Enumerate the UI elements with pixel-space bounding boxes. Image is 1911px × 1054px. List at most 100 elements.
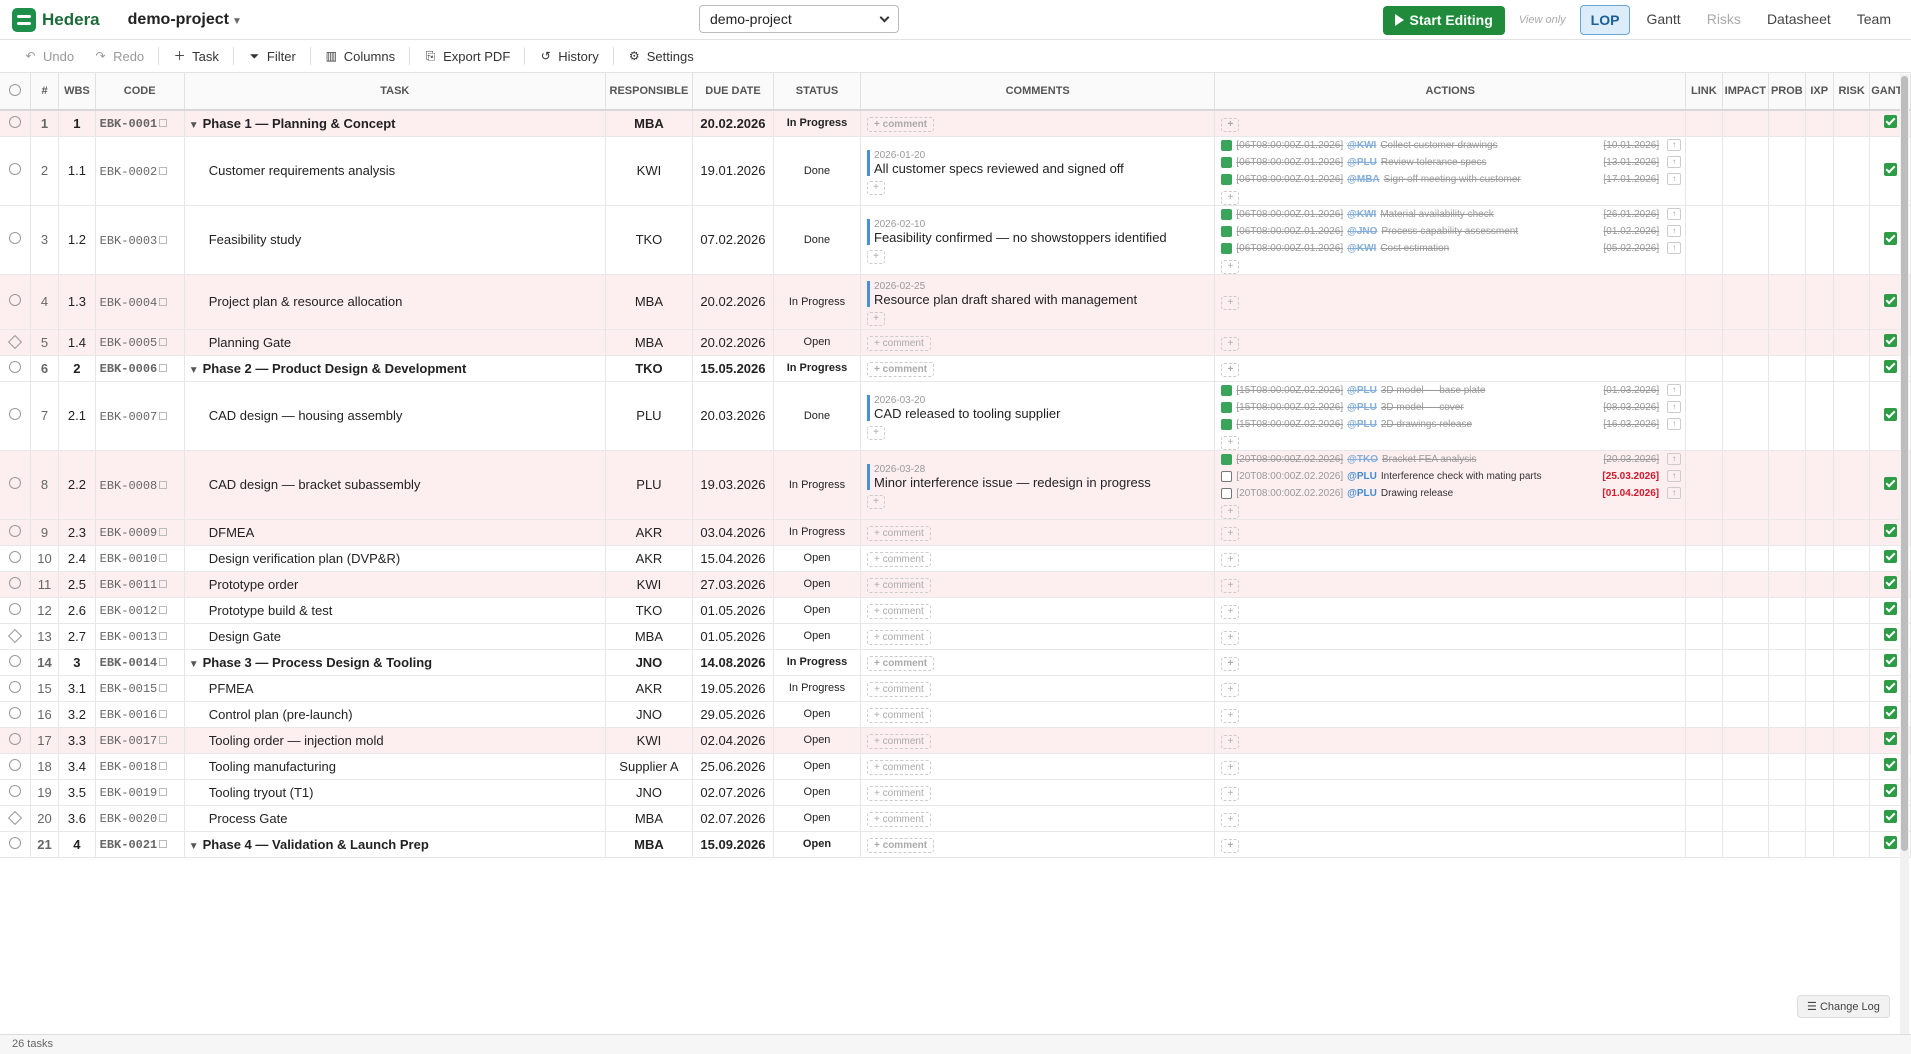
actions-cell[interactable]: [20T08:00:00Z.02.2026] @TKO Bracket FEA an… bbox=[1214, 450, 1687, 520]
copy-icon[interactable] bbox=[157, 479, 168, 493]
status-cell[interactable]: Open bbox=[773, 329, 862, 356]
collapse-caret-icon[interactable]: ▼ bbox=[188, 364, 199, 376]
table-row[interactable]: 6 2 EBK-0006 ▼ Phase 2 — Product Design & De… bbox=[0, 355, 1911, 382]
copy-icon[interactable] bbox=[157, 812, 168, 826]
add-comment-button[interactable]: + comment bbox=[867, 681, 931, 697]
project-menu[interactable]: demo-project ▼ bbox=[128, 11, 242, 29]
add-comment-button[interactable]: + comment bbox=[867, 785, 931, 801]
responsible-cell[interactable]: PLU bbox=[605, 450, 693, 520]
task-name-cell[interactable]: Design verification plan (DVP&R) bbox=[184, 545, 606, 572]
link-cell[interactable] bbox=[1685, 831, 1723, 858]
add-comment-button[interactable]: + comment bbox=[867, 116, 935, 132]
task-name-cell[interactable]: DFMEA bbox=[184, 519, 606, 546]
gantt-checkbox[interactable] bbox=[1883, 360, 1897, 373]
task-name-cell[interactable]: Process Gate bbox=[184, 805, 606, 832]
action-checkbox[interactable] bbox=[1221, 242, 1233, 254]
actions-cell[interactable]: + bbox=[1214, 545, 1687, 572]
task-name-cell[interactable]: PFMEA bbox=[184, 675, 606, 702]
link-cell[interactable] bbox=[1685, 701, 1723, 728]
prob-cell[interactable] bbox=[1768, 274, 1806, 330]
actions-cell[interactable]: + bbox=[1214, 355, 1687, 382]
col-wbs[interactable]: WBS bbox=[58, 73, 96, 111]
add-action-button[interactable]: + bbox=[1221, 336, 1240, 351]
add-action-button[interactable]: + bbox=[1221, 578, 1240, 593]
copy-icon[interactable] bbox=[157, 165, 168, 179]
impact-cell[interactable] bbox=[1722, 753, 1770, 780]
row-select-cell[interactable] bbox=[0, 701, 31, 728]
copy-icon[interactable] bbox=[157, 604, 168, 618]
risk-cell[interactable] bbox=[1833, 831, 1871, 858]
comments-cell[interactable]: + comment bbox=[860, 701, 1216, 728]
gantt-checkbox[interactable] bbox=[1883, 758, 1897, 771]
task-name-cell[interactable]: CAD design — housing assembly bbox=[184, 381, 606, 451]
change-log-button[interactable]: ☰ Change Log bbox=[1797, 995, 1890, 1018]
status-cell[interactable]: In Progress bbox=[773, 649, 862, 676]
vertical-scrollbar[interactable] bbox=[1900, 74, 1909, 1034]
status-cell[interactable]: Open bbox=[773, 597, 862, 624]
comments-cell[interactable]: 2026-02-25 Resource plan draft shared wit… bbox=[860, 274, 1216, 330]
risk-cell[interactable] bbox=[1833, 623, 1871, 650]
ixp-cell[interactable] bbox=[1805, 753, 1834, 780]
action-pin-icon[interactable]: ↑ bbox=[1667, 453, 1682, 465]
action-pin-icon[interactable]: ↑ bbox=[1667, 384, 1682, 396]
gantt-checkbox[interactable] bbox=[1883, 231, 1897, 245]
table-row[interactable]: 3 1.2 EBK-0003 Feasibility study TKO 07.02.20… bbox=[0, 205, 1911, 275]
task-name-cell[interactable]: Feasibility study bbox=[184, 205, 606, 275]
comments-cell[interactable]: + comment bbox=[860, 753, 1216, 780]
add-action-button[interactable]: + bbox=[1221, 760, 1240, 775]
comments-cell[interactable]: + comment bbox=[860, 355, 1216, 382]
prob-cell[interactable] bbox=[1768, 136, 1806, 206]
add-comment-button[interactable]: + comment bbox=[867, 577, 931, 593]
gantt-checkbox[interactable] bbox=[1883, 162, 1897, 176]
row-select-icon[interactable] bbox=[8, 732, 21, 745]
responsible-cell[interactable]: KWI bbox=[605, 571, 693, 598]
link-cell[interactable] bbox=[1685, 274, 1723, 330]
table-row[interactable]: 11 2.5 EBK-0011 Prototype order KWI 27.03.202… bbox=[0, 571, 1911, 598]
row-select-icon[interactable] bbox=[8, 232, 21, 244]
gantt-cell[interactable] bbox=[1869, 727, 1911, 754]
ixp-cell[interactable] bbox=[1805, 597, 1834, 624]
status-cell[interactable]: In Progress bbox=[773, 110, 862, 137]
collapse-caret-icon[interactable]: ▼ bbox=[188, 119, 199, 131]
status-cell[interactable]: Open bbox=[773, 753, 862, 780]
row-select-cell[interactable] bbox=[0, 675, 31, 702]
actions-cell[interactable]: + bbox=[1214, 329, 1687, 356]
col-comments[interactable]: COMMENTS bbox=[860, 73, 1216, 111]
add-action-button[interactable]: + bbox=[1221, 838, 1240, 853]
link-cell[interactable] bbox=[1685, 450, 1723, 520]
scrollbar-thumb[interactable] bbox=[1901, 76, 1908, 851]
status-cell[interactable]: Done bbox=[773, 381, 862, 451]
row-select-icon[interactable] bbox=[8, 360, 21, 373]
task-name-cell[interactable]: Control plan (pre-launch) bbox=[184, 701, 606, 728]
actions-cell[interactable]: + bbox=[1214, 649, 1687, 676]
action-item[interactable]: [20T08:00:00Z.02.2026] @TKO Bracket FEA an… bbox=[1221, 451, 1682, 468]
prob-cell[interactable] bbox=[1768, 779, 1806, 806]
status-cell[interactable]: Open bbox=[773, 805, 862, 832]
add-comment-button[interactable]: + comment bbox=[867, 361, 935, 377]
copy-icon[interactable] bbox=[157, 117, 168, 131]
add-comment-button[interactable]: + comment bbox=[867, 525, 931, 541]
collapse-caret-icon[interactable]: ▼ bbox=[188, 840, 199, 852]
columns-button[interactable]: ▥ Columns bbox=[315, 45, 405, 68]
risk-cell[interactable] bbox=[1833, 110, 1871, 137]
col-num[interactable]: # bbox=[30, 73, 60, 111]
action-pin-icon[interactable]: ↑ bbox=[1667, 470, 1682, 482]
link-cell[interactable] bbox=[1685, 675, 1723, 702]
table-row[interactable]: 15 3.1 EBK-0015 PFMEA AKR 19.05.2026 In Progre… bbox=[0, 675, 1911, 702]
tab-team[interactable]: Team bbox=[1856, 11, 1891, 27]
status-cell[interactable]: Open bbox=[773, 545, 862, 572]
impact-cell[interactable] bbox=[1722, 597, 1770, 624]
copy-icon[interactable] bbox=[157, 526, 168, 540]
risk-cell[interactable] bbox=[1833, 381, 1871, 451]
due-date-cell[interactable]: 19.03.2026 bbox=[692, 450, 774, 520]
prob-cell[interactable] bbox=[1768, 329, 1806, 356]
add-comment-button[interactable]: + bbox=[867, 426, 886, 440]
row-select-icon[interactable] bbox=[8, 115, 21, 128]
action-item[interactable]: [15T08:00:00Z.02.2026] @PLU 3D model — bas… bbox=[1221, 382, 1682, 399]
table-row[interactable]: 1 1 EBK-0001 ▼ Phase 1 — Planning & Concept M… bbox=[0, 110, 1911, 137]
comments-cell[interactable]: 2026-03-20 CAD released to tooling suppli… bbox=[860, 381, 1216, 451]
risk-cell[interactable] bbox=[1833, 805, 1871, 832]
row-select-icon[interactable] bbox=[8, 294, 21, 306]
row-select-cell[interactable] bbox=[0, 519, 31, 546]
link-cell[interactable] bbox=[1685, 329, 1723, 356]
